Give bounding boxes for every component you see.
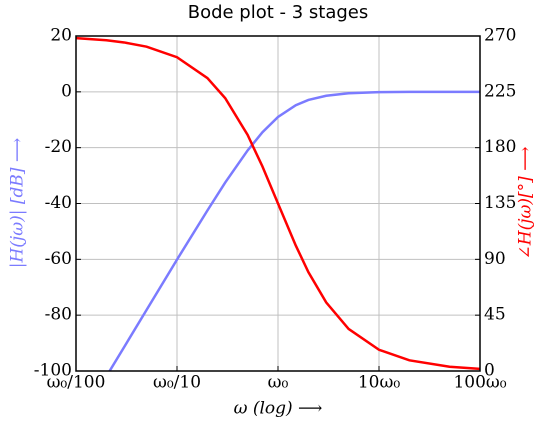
y-tick-label: -40 <box>45 193 72 213</box>
y2-tick-label: 45 <box>484 305 506 325</box>
x-tick-label: 10ω₀ <box>358 373 400 393</box>
y2-axis-label: ∠H(jω)[°] ⟶ <box>516 146 536 259</box>
y-tick-label: -80 <box>45 305 72 325</box>
chart-title: Bode plot - 3 stages <box>188 2 369 23</box>
y2-tick-label: 135 <box>484 193 516 213</box>
y-tick-label: 0 <box>61 81 72 101</box>
y-tick-label: -20 <box>45 137 72 157</box>
y-tick-label: -100 <box>34 361 72 381</box>
y-tick-label: 20 <box>50 26 72 46</box>
x-tick-label: ω₀/10 <box>153 373 201 393</box>
y2-tick-label: 90 <box>484 249 506 269</box>
x-tick-label: ω₀ <box>268 373 289 393</box>
x-tick-label: 100ω₀ <box>453 373 506 393</box>
y2-tick-label: 180 <box>484 137 516 157</box>
y2-tick-label: 270 <box>484 26 516 46</box>
y2-tick-label: 0 <box>484 361 495 381</box>
y2-tick-label: 225 <box>484 81 516 101</box>
x-axis-label: ω (log) ⟶ <box>234 399 323 419</box>
y-tick-label: -60 <box>45 249 72 269</box>
series-line <box>76 36 480 371</box>
series-line <box>108 90 480 371</box>
x-tick-label: ω₀/100 <box>47 373 106 393</box>
y-axis-label: |H(jω)| [dB] ⟶ <box>8 138 28 269</box>
plot-frame <box>75 35 481 372</box>
